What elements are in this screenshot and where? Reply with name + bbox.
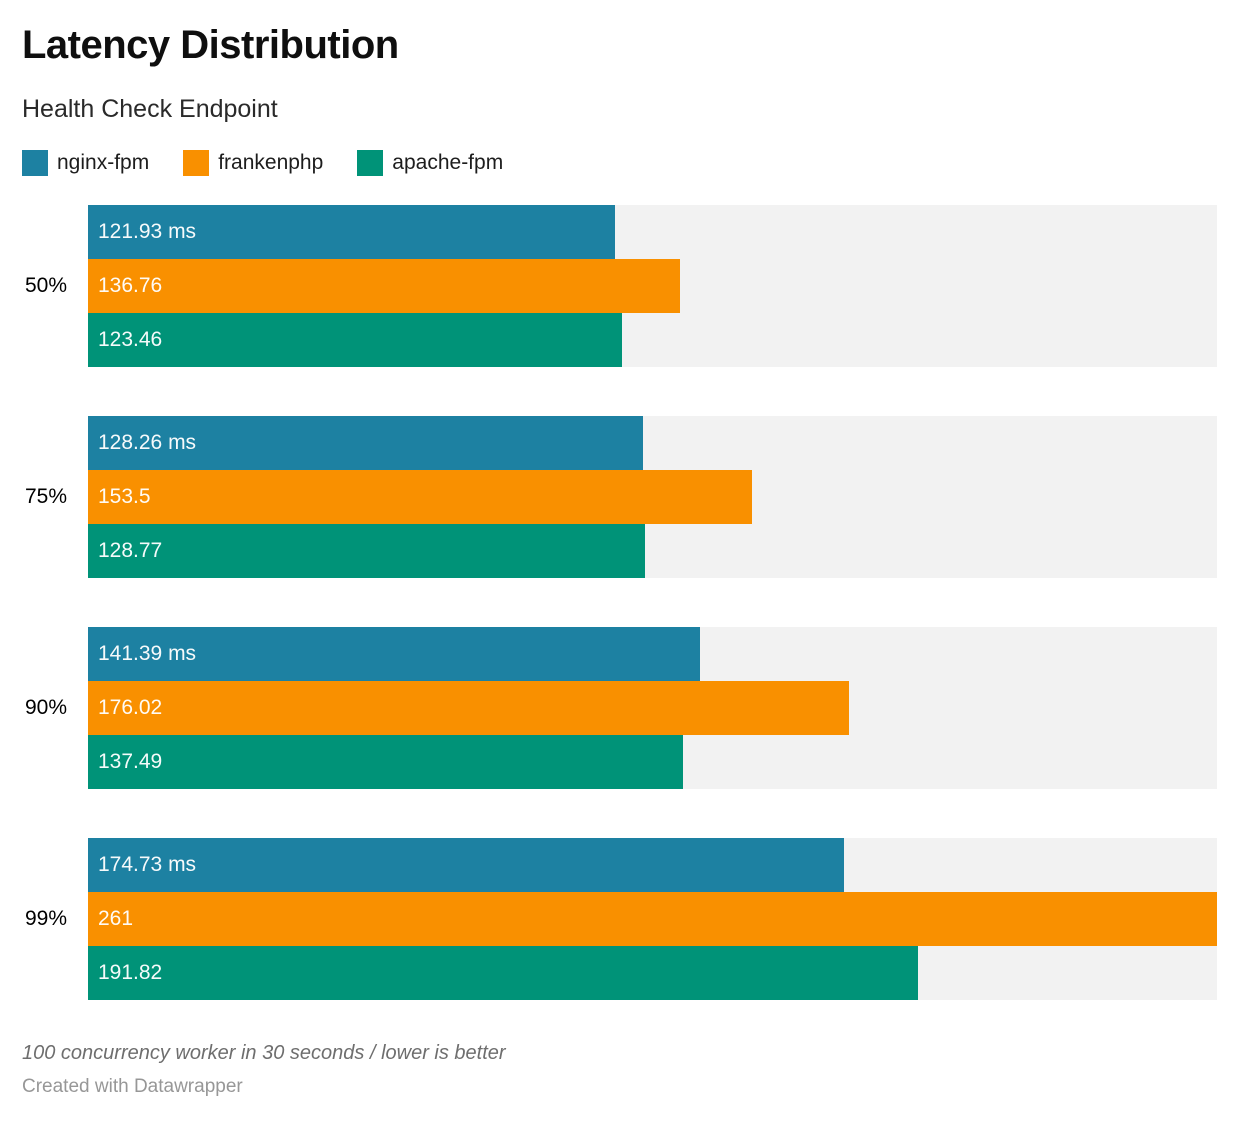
bar-track: 141.39 ms (88, 627, 1217, 681)
bar-value-label: 121.93 ms (98, 220, 197, 243)
bar-value-label: 153.5 (98, 485, 151, 508)
chart-subtitle: Health Check Endpoint (22, 95, 278, 123)
bar-value-label: 261 (98, 907, 134, 930)
bar-track: 191.82 (88, 946, 1217, 1000)
bar-group-75%: 75% 128.26 ms 153.5 128.77 (22, 416, 1217, 578)
bar-track: 176.02 (88, 681, 1217, 735)
bar-track: 137.49 (88, 735, 1217, 789)
legend-item-nginx-fpm[interactable]: nginx-fpm (22, 150, 149, 176)
bar-apache-fpm: 137.49 (88, 735, 683, 789)
bar-value-label: 137.49 (98, 750, 163, 773)
bar-group-99%: 99% 174.73 ms 261 191.82 (22, 838, 1217, 1000)
bar-track-stack: 128.26 ms 153.5 128.77 (88, 416, 1217, 578)
bar-track-stack: 174.73 ms 261 191.82 (88, 838, 1217, 1000)
bar-apache-fpm: 191.82 (88, 946, 918, 1000)
bar-chart: 50% 121.93 ms 136.76 123.46 75% 128.26 ms 153.… (22, 205, 1217, 1000)
legend: nginx-fpm frankenphp apache-fpm (22, 150, 1217, 176)
bar-track-stack: 141.39 ms 176.02 137.49 (88, 627, 1217, 789)
legend-label: nginx-fpm (57, 151, 150, 174)
bar-track: 123.46 (88, 313, 1217, 367)
bar-frankenphp: 136.76 (88, 259, 680, 313)
legend-label: apache-fpm (392, 151, 504, 174)
bar-nginx-fpm: 128.26 ms (88, 416, 643, 470)
bar-value-label: 174.73 ms (98, 853, 197, 876)
bar-group-50%: 50% 121.93 ms 136.76 123.46 (22, 205, 1217, 367)
bar-apache-fpm: 123.46 (88, 313, 623, 367)
bar-track: 128.26 ms (88, 416, 1217, 470)
footnote: 100 concurrency worker in 30 seconds / l… (22, 1042, 506, 1064)
bar-value-label: 136.76 (98, 274, 163, 297)
bar-frankenphp: 261 (88, 892, 1217, 946)
page-title: Latency Distribution (22, 23, 399, 67)
bar-track: 128.77 (88, 524, 1217, 578)
category-tick-label: 50% (24, 274, 67, 297)
category-tick-label: 99% (24, 907, 67, 930)
bar-nginx-fpm: 121.93 ms (88, 205, 616, 259)
bar-track: 136.76 (88, 259, 1217, 313)
bar-track: 174.73 ms (88, 838, 1217, 892)
chart-footer: 100 concurrency worker in 30 seconds / l… (22, 1042, 1217, 1098)
bar-value-label: 123.46 (98, 328, 163, 351)
legend-swatch-icon (357, 150, 384, 176)
bar-value-label: 128.77 (98, 539, 163, 562)
legend-swatch-icon (22, 150, 48, 176)
bar-value-label: 128.26 ms (98, 431, 197, 454)
legend-swatch-icon (183, 150, 210, 176)
bar-track: 121.93 ms (88, 205, 1217, 259)
bar-value-label: 176.02 (98, 696, 163, 719)
legend-label: frankenphp (218, 151, 324, 174)
datawrapper-credit: Created with Datawrapper (22, 1076, 243, 1097)
bar-nginx-fpm: 174.73 ms (88, 838, 844, 892)
bar-track: 261 (88, 892, 1217, 946)
bar-value-label: 141.39 ms (98, 642, 197, 665)
bar-apache-fpm: 128.77 (88, 524, 646, 578)
bar-nginx-fpm: 141.39 ms (88, 627, 700, 681)
bar-value-label: 191.82 (98, 961, 163, 984)
bar-track: 153.5 (88, 470, 1217, 524)
bar-track-stack: 121.93 ms 136.76 123.46 (88, 205, 1217, 367)
category-tick-label: 90% (24, 696, 67, 719)
bar-group-90%: 90% 141.39 ms 176.02 137.49 (22, 627, 1217, 789)
bar-frankenphp: 176.02 (88, 681, 850, 735)
legend-item-frankenphp[interactable]: frankenphp (183, 150, 323, 176)
legend-item-apache-fpm[interactable]: apache-fpm (357, 150, 503, 176)
bar-frankenphp: 153.5 (88, 470, 752, 524)
category-tick-label: 75% (24, 485, 67, 508)
